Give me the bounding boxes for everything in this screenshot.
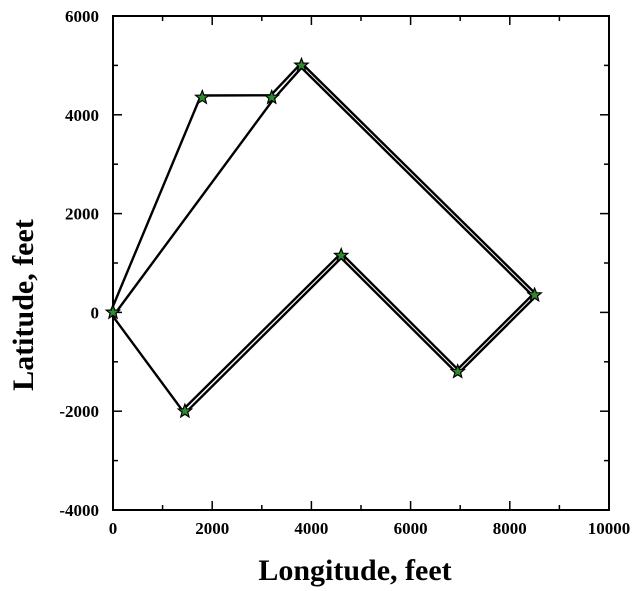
series-line-2: [113, 66, 534, 411]
x-axis-title: Longitude, feet: [258, 554, 451, 587]
star-marker: [263, 88, 281, 105]
y-tick-label: 6000: [65, 7, 99, 26]
star-marker: [293, 56, 310, 73]
axes: [112, 15, 610, 511]
plot-frame: [112, 15, 610, 511]
data-markers: [104, 56, 543, 419]
star-marker: [526, 286, 543, 303]
x-tick-label: 10000: [588, 519, 631, 538]
star-marker: [176, 402, 194, 419]
y-tick-label: 4000: [65, 106, 99, 125]
star-marker: [104, 303, 122, 320]
y-tick-label: -2000: [59, 402, 99, 421]
x-tick-label: 4000: [294, 519, 328, 538]
y-tick-label: -4000: [59, 501, 99, 520]
y-axis-title: Latitude, feet: [7, 219, 40, 391]
x-tick-label: 2000: [195, 519, 229, 538]
series-lines: [109, 61, 539, 416]
y-tick-label: 2000: [65, 205, 99, 224]
x-tick-label: 8000: [493, 519, 527, 538]
star-marker: [193, 88, 211, 105]
x-tick-label: 6000: [394, 519, 428, 538]
star-marker: [332, 246, 350, 263]
x-tick-label: 0: [109, 519, 118, 538]
tick-labels: 0 2000 4000 6000 8000 10000 -4000 -2000 0 2000 400…: [59, 7, 630, 538]
y-tick-label: 0: [91, 303, 100, 322]
star-marker: [449, 363, 467, 379]
